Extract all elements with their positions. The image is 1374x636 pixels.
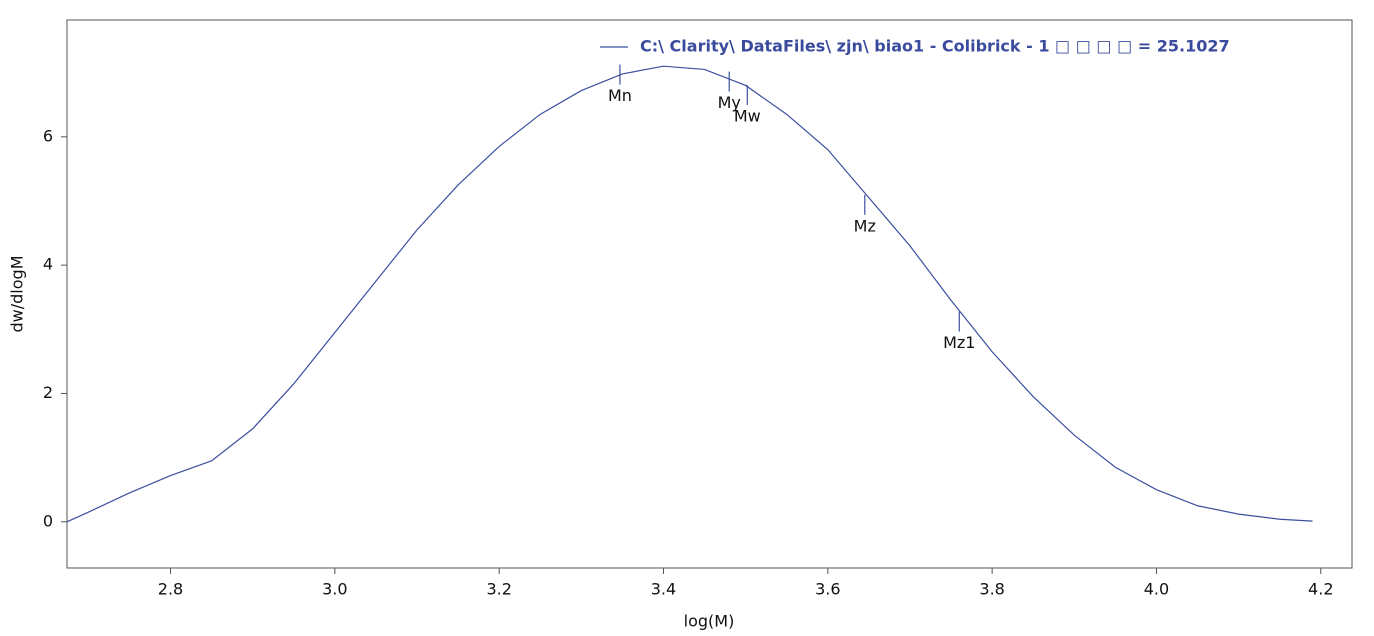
x-tick-label: 3.6: [815, 580, 840, 599]
annotation-label: Mz: [854, 216, 876, 235]
y-tick-label: 6: [43, 126, 53, 145]
annotation-label: Mz1: [943, 333, 975, 352]
x-tick-label: 4.2: [1308, 580, 1333, 599]
x-tick-label: 3.4: [651, 580, 676, 599]
annotation-label: My: [718, 93, 741, 112]
x-tick-label: 3.0: [322, 580, 347, 599]
x-tick-label: 2.8: [158, 580, 183, 599]
data-line: [66, 65, 1313, 523]
x-axis-label: log(M): [684, 612, 735, 631]
y-tick-label: 0: [43, 511, 53, 530]
x-tick-label: 3.2: [486, 580, 511, 599]
annotation-label: Mn: [608, 86, 632, 105]
legend-label: C:\ Clarity\ DataFiles\ zjn\ biao1 - Col…: [640, 37, 1230, 56]
y-tick-label: 2: [43, 383, 53, 402]
plot-frame: [66, 19, 1353, 569]
y-axis-label: dw/dlogM: [8, 256, 27, 333]
x-tick-label: 4.0: [1144, 580, 1169, 599]
y-tick-label: 4: [43, 255, 53, 274]
x-tick-label: 3.8: [979, 580, 1004, 599]
annotation-label: Mw: [734, 107, 761, 126]
